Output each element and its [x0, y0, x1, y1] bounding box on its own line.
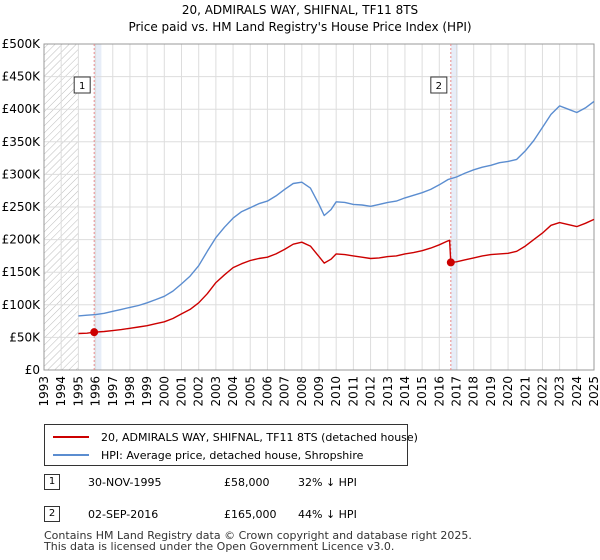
- x-tick-label: 2011: [346, 376, 360, 407]
- y-tick-label: £250K: [2, 200, 42, 214]
- x-tick-label: 1997: [106, 376, 120, 407]
- sale-label-text: 1: [79, 81, 85, 92]
- footer: Contains HM Land Registry data © Crown c…: [44, 530, 472, 552]
- x-tick-label: 2000: [157, 376, 171, 407]
- plot-frame: [43, 43, 595, 371]
- sale-label-box: [430, 76, 448, 94]
- x-tick-label: 2014: [398, 376, 412, 407]
- sale-label: 2: [430, 76, 448, 94]
- chart-title: 20, ADMIRALS WAY, SHIFNAL, TF11 8TS: [182, 3, 418, 17]
- x-tick-label: 2023: [553, 376, 567, 407]
- sale-badge: 2: [44, 506, 60, 522]
- sale-point: [90, 328, 99, 337]
- legend-swatch-hpi: [53, 454, 89, 456]
- x-tick-label: 1999: [140, 376, 154, 407]
- sale-label-text: 2: [436, 81, 442, 92]
- sale-date: 30-NOV-1995: [88, 476, 162, 489]
- y-tick-label: £200K: [2, 233, 42, 247]
- sale-label: 1: [73, 76, 91, 94]
- x-tick-label: 2005: [243, 376, 257, 407]
- legend-item-hpi: HPI: Average price, detached house, Shro…: [53, 446, 363, 464]
- x-tick-label: 2022: [535, 376, 549, 407]
- legend-label-property: 20, ADMIRALS WAY, SHIFNAL, TF11 8TS (det…: [101, 430, 418, 444]
- x-tick-label: 2004: [226, 376, 240, 407]
- x-tick-label: 2009: [312, 376, 326, 407]
- price-chart: 20, ADMIRALS WAY, SHIFNAL, TF11 8TS Pric…: [2, 3, 600, 407]
- x-tick-label: 2006: [260, 376, 274, 407]
- x-tick-label: 2013: [381, 376, 395, 407]
- x-tick-label: 2001: [175, 376, 189, 407]
- x-tick-label: 2017: [450, 376, 464, 407]
- legend-item-property: 20, ADMIRALS WAY, SHIFNAL, TF11 8TS (det…: [53, 428, 418, 446]
- x-tick-label: 2007: [278, 376, 292, 407]
- y-tick-label: £50K: [9, 330, 41, 344]
- x-tick-label: 2020: [501, 376, 515, 407]
- x-tick-label: 2008: [295, 376, 309, 407]
- x-tick-label: 2025: [587, 376, 600, 407]
- sale-badge: 1: [44, 474, 60, 490]
- y-tick-label: £0: [25, 363, 40, 377]
- legend: 20, ADMIRALS WAY, SHIFNAL, TF11 8TS (det…: [44, 424, 418, 466]
- legend-label-hpi: HPI: Average price, detached house, Shro…: [101, 448, 364, 462]
- series-line-hpi: [78, 100, 595, 317]
- x-tick-label: 2018: [467, 376, 481, 407]
- legend-swatch-property: [53, 436, 89, 438]
- x-tick-label: 2015: [415, 376, 429, 407]
- x-tick-label: 2016: [432, 376, 446, 407]
- x-tick-label: 1994: [54, 376, 68, 407]
- x-tick-label: 2021: [518, 376, 532, 407]
- x-tick-label: 1998: [123, 376, 137, 407]
- y-tick-label: £400K: [2, 102, 42, 116]
- x-tick-label: 2002: [192, 376, 206, 407]
- x-tick-label: 2024: [570, 376, 584, 407]
- table-row: 1 30-NOV-1995 £58,000 32% ↓ HPI: [44, 474, 444, 494]
- sale-price: £165,000: [224, 508, 277, 521]
- x-tick-label: 2012: [364, 376, 378, 407]
- sale-date: 02-SEP-2016: [88, 508, 159, 521]
- sale-label-box: [73, 76, 91, 94]
- chart-subtitle: Price paid vs. HM Land Registry's House …: [128, 20, 471, 34]
- sale-hpi-diff: 44% ↓ HPI: [298, 508, 357, 521]
- footer-licence: This data is licensed under the Open Gov…: [44, 540, 395, 553]
- x-tick-label: 1993: [37, 376, 51, 407]
- x-tick-label: 2019: [484, 376, 498, 407]
- sale-hpi-diff: 32% ↓ HPI: [298, 476, 357, 489]
- y-tick-label: £350K: [2, 135, 42, 149]
- series-line-property: [78, 218, 595, 335]
- y-tick-label: £450K: [2, 70, 42, 84]
- y-tick-label: £150K: [2, 265, 42, 279]
- x-tick-label: 1996: [89, 376, 103, 407]
- y-tick-label: £100K: [2, 298, 42, 312]
- x-tick-label: 2010: [329, 376, 343, 407]
- x-tick-label: 1995: [71, 376, 85, 407]
- y-tick-label: £500K: [2, 37, 42, 51]
- y-tick-label: £300K: [2, 167, 42, 181]
- sale-point: [446, 258, 455, 267]
- sale-price: £58,000: [224, 476, 270, 489]
- footer-copyright: Contains HM Land Registry data © Crown c…: [44, 529, 472, 542]
- table-row: 2 02-SEP-2016 £165,000 44% ↓ HPI: [44, 506, 444, 526]
- x-tick-label: 2003: [209, 376, 223, 407]
